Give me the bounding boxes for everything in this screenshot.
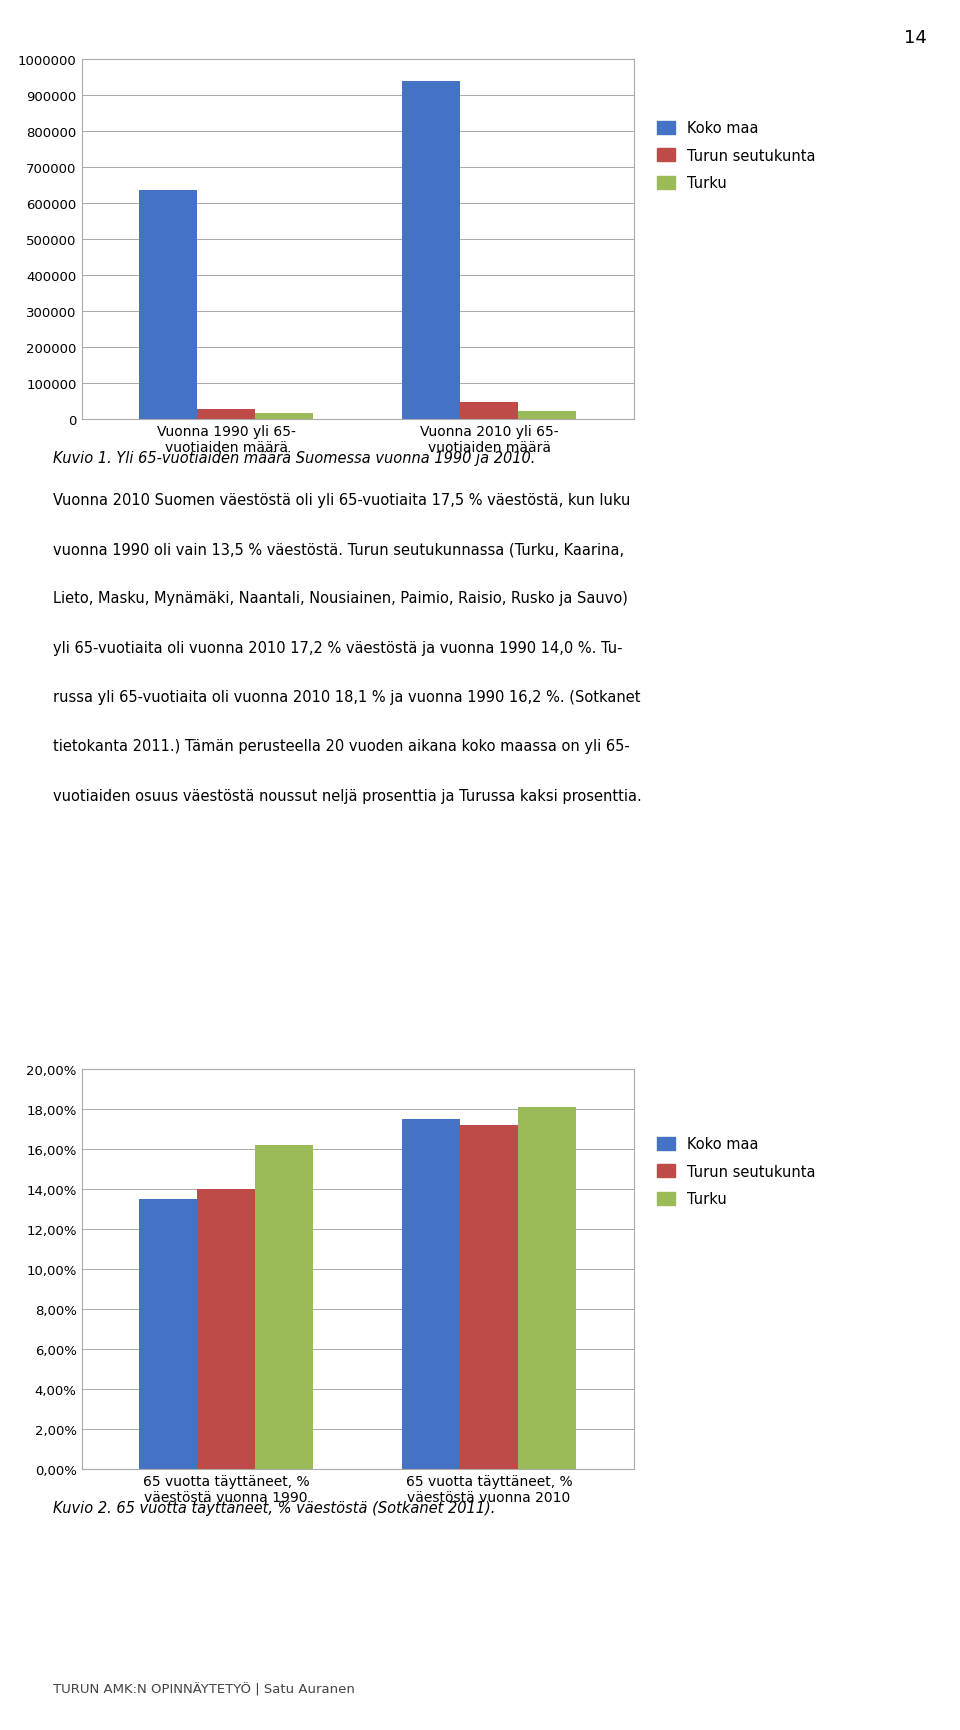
Bar xyxy=(518,1107,576,1469)
Text: Kuvio 1. Yli 65-vuotiaiden määrä Suomessa vuonna 1990 ja 2010.: Kuvio 1. Yli 65-vuotiaiden määrä Suomess… xyxy=(53,452,535,465)
Legend: Koko maa, Turun seutukunta, Turku: Koko maa, Turun seutukunta, Turku xyxy=(658,121,815,190)
Bar xyxy=(255,413,313,420)
Text: Lieto, Masku, Mynämäki, Naantali, Nousiainen, Paimio, Raisio, Rusko ja Sauvo): Lieto, Masku, Mynämäki, Naantali, Nousia… xyxy=(53,592,628,606)
Text: Kuvio 2. 65 vuotta täyttäneet, % väestöstä (Sotkanet 2011).: Kuvio 2. 65 vuotta täyttäneet, % väestös… xyxy=(53,1500,495,1515)
Text: vuotiaiden osuus väestöstä noussut neljä prosenttia ja Turussa kaksi prosenttia.: vuotiaiden osuus väestöstä noussut neljä… xyxy=(53,789,641,803)
Bar xyxy=(197,1189,255,1469)
Text: Vuonna 2010 Suomen väestöstä oli yli 65-vuotiaita 17,5 % väestöstä, kun luku: Vuonna 2010 Suomen väestöstä oli yli 65-… xyxy=(53,493,630,507)
Bar xyxy=(460,1124,518,1469)
Bar xyxy=(460,403,518,420)
Bar xyxy=(197,410,255,420)
Text: tietokanta 2011.) Tämän perusteella 20 vuoden aikana koko maassa on yli 65-: tietokanta 2011.) Tämän perusteella 20 v… xyxy=(53,739,630,754)
Text: yli 65-vuotiaita oli vuonna 2010 17,2 % väestöstä ja vuonna 1990 14,0 %. Tu-: yli 65-vuotiaita oli vuonna 2010 17,2 % … xyxy=(53,640,622,656)
Bar xyxy=(402,1119,460,1469)
Bar xyxy=(139,192,197,420)
Bar xyxy=(402,81,460,420)
Text: 14: 14 xyxy=(903,29,926,47)
Bar xyxy=(139,1199,197,1469)
Bar xyxy=(518,412,576,420)
Bar xyxy=(255,1145,313,1469)
Text: TURUN AMK:N OPINNÄYTETYÖ | Satu Auranen: TURUN AMK:N OPINNÄYTETYÖ | Satu Auranen xyxy=(53,1682,354,1695)
Legend: Koko maa, Turun seutukunta, Turku: Koko maa, Turun seutukunta, Turku xyxy=(658,1137,815,1206)
Text: russa yli 65-vuotiaita oli vuonna 2010 18,1 % ja vuonna 1990 16,2 %. (Sotkanet: russa yli 65-vuotiaita oli vuonna 2010 1… xyxy=(53,690,640,704)
Text: vuonna 1990 oli vain 13,5 % väestöstä. Turun seutukunnassa (Turku, Kaarina,: vuonna 1990 oli vain 13,5 % väestöstä. T… xyxy=(53,541,624,557)
